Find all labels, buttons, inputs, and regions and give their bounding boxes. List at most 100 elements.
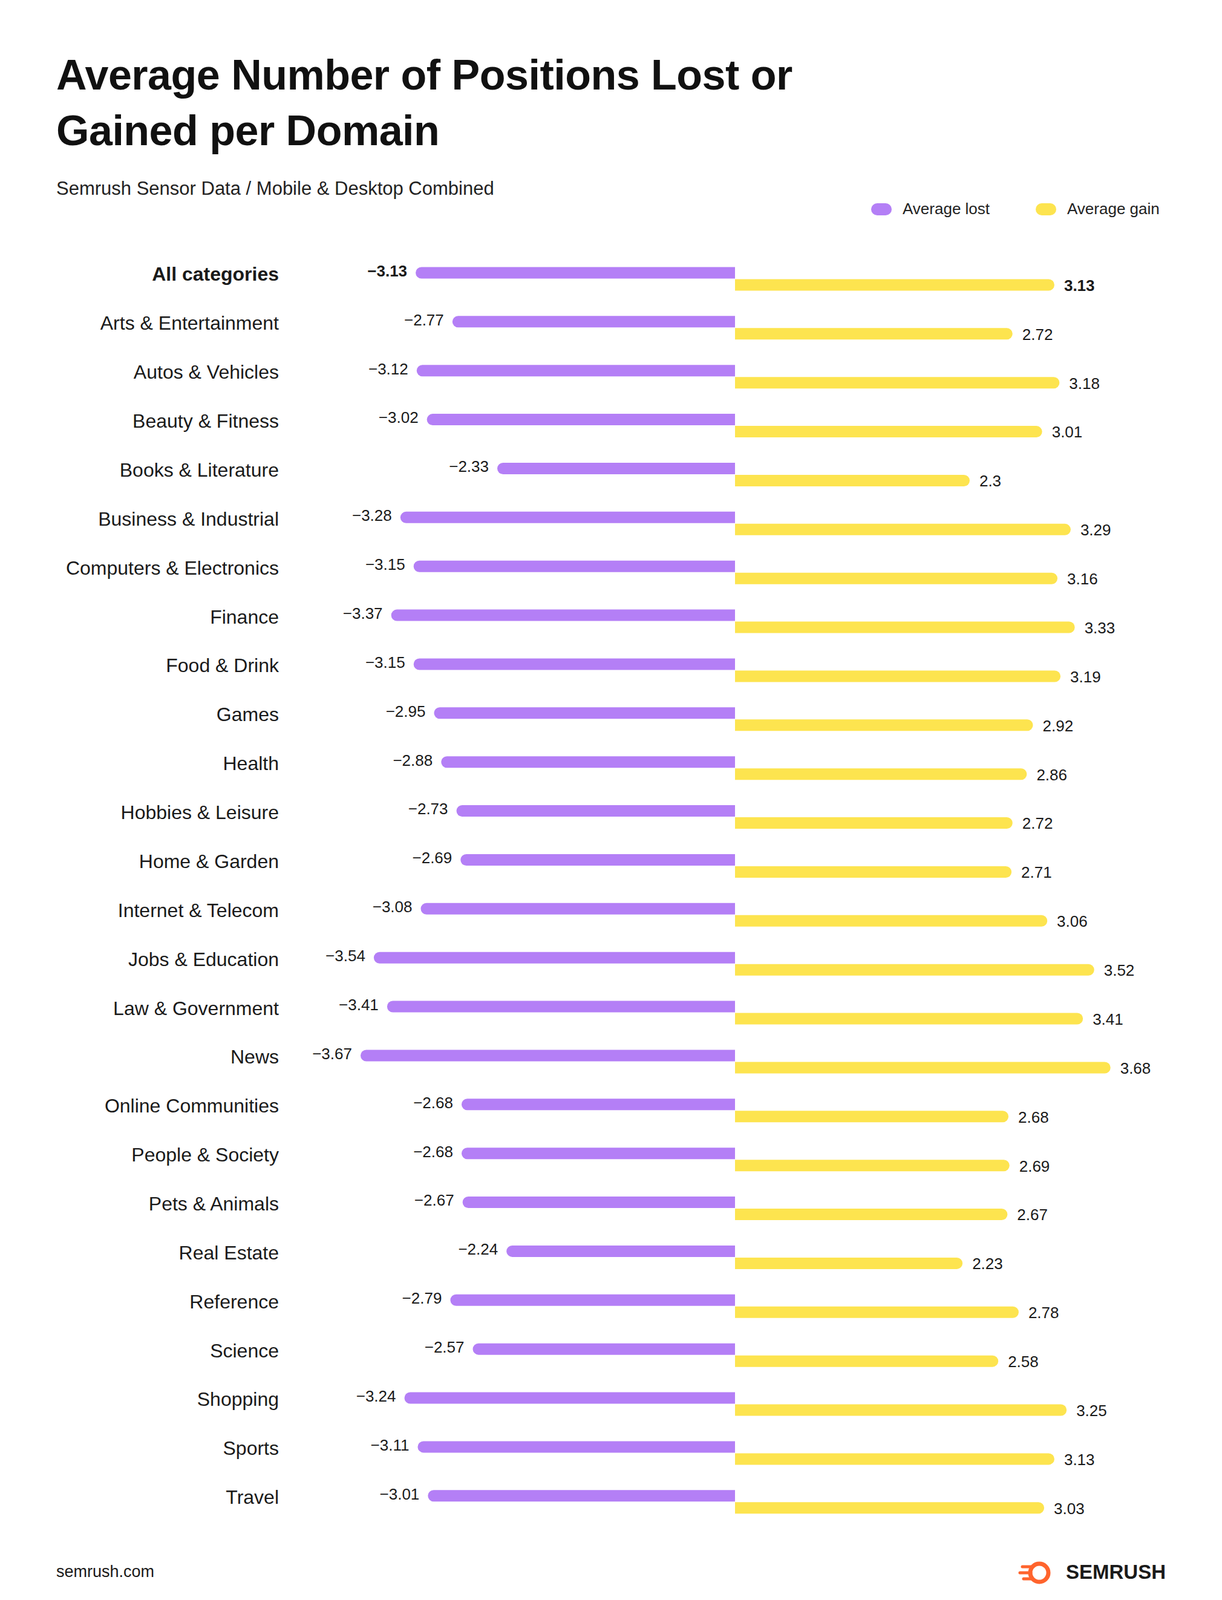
- data-label: −2.88: [392, 751, 433, 770]
- data-label: −2.67: [414, 1191, 455, 1210]
- bar: [421, 903, 736, 915]
- title: Average Number of Positions Lost or Gain…: [56, 47, 831, 159]
- data-label: 2.92: [1042, 716, 1074, 736]
- bar: [735, 866, 1012, 878]
- category-label: Law & Government: [113, 997, 279, 1020]
- data-label: 2.72: [1022, 325, 1054, 344]
- bar: [460, 854, 736, 866]
- bar: [427, 413, 736, 426]
- category-label: Business & Industrial: [98, 508, 279, 530]
- data-label: 3.06: [1056, 912, 1088, 931]
- data-label: −3.54: [325, 946, 366, 965]
- legend-label: Average gain: [1067, 199, 1160, 218]
- category-label: News: [230, 1045, 279, 1068]
- bar: [391, 609, 736, 622]
- data-label: −3.28: [352, 506, 393, 525]
- data-label: 3.16: [1067, 569, 1098, 589]
- data-label: −3.02: [378, 408, 419, 427]
- bar: [373, 952, 736, 964]
- category-label: Home & Garden: [139, 850, 279, 873]
- data-label: 2.23: [972, 1254, 1004, 1273]
- bar: [416, 364, 736, 377]
- data-label: 2.71: [1021, 863, 1053, 882]
- data-label: 3.18: [1068, 374, 1100, 393]
- bar: [441, 756, 736, 768]
- bar: [735, 1110, 1009, 1123]
- bar: [735, 279, 1055, 291]
- bar: [400, 511, 736, 524]
- bar: [735, 376, 1060, 389]
- bar: [735, 621, 1075, 634]
- bar: [735, 1502, 1045, 1514]
- data-label: 3.13: [1064, 1450, 1095, 1469]
- category-label: Computers & Electronics: [65, 557, 279, 579]
- bar: [506, 1245, 736, 1258]
- data-label: 2.67: [1016, 1205, 1048, 1224]
- data-label: −2.79: [402, 1289, 443, 1308]
- bar: [497, 462, 736, 475]
- legend-label: Average lost: [902, 199, 991, 218]
- bar: [735, 817, 1013, 829]
- category-label: Internet & Telecom: [117, 899, 279, 922]
- data-label: −3.13: [367, 261, 408, 281]
- bar: [461, 1147, 736, 1160]
- legend-swatch: [871, 203, 892, 216]
- bar: [735, 915, 1048, 927]
- bar: [735, 719, 1034, 731]
- category-label: Health: [223, 752, 280, 775]
- category-label: Food & Drink: [165, 654, 280, 677]
- bar: [735, 523, 1071, 536]
- bar: [413, 560, 736, 573]
- data-label: 3.01: [1052, 422, 1083, 442]
- data-label: 3.29: [1080, 520, 1112, 540]
- category-label: Jobs & Education: [128, 948, 279, 971]
- data-label: 3.52: [1104, 961, 1135, 980]
- subtitle: Semrush Sensor Data / Mobile & Desktop C…: [56, 177, 495, 200]
- data-label: −3.12: [368, 359, 409, 379]
- labels: All categoriesArts & EntertainmentAutos …: [65, 261, 1151, 1518]
- data-label: 3.19: [1070, 667, 1102, 687]
- source: semrush.com: [56, 1562, 155, 1581]
- data-label: −3.24: [356, 1387, 397, 1406]
- brand: SEMRUSH: [1065, 1560, 1166, 1584]
- category-label: Shopping: [197, 1388, 279, 1411]
- brand-logo: SEMRUSH: [1019, 1560, 1166, 1584]
- data-label: 2.58: [1007, 1352, 1039, 1371]
- data-label: −2.57: [424, 1338, 465, 1357]
- category-label: Books & Literature: [119, 459, 279, 481]
- bar: [735, 1306, 1019, 1319]
- category-label: Travel: [225, 1486, 279, 1509]
- data-label: −3.37: [343, 604, 383, 623]
- category-label: Finance: [209, 606, 279, 628]
- bar: [735, 1257, 963, 1270]
- bar: [735, 327, 1013, 340]
- category-label: Reference: [189, 1290, 279, 1313]
- bar: [417, 1440, 736, 1453]
- bar: [735, 1355, 999, 1368]
- bar: [735, 768, 1027, 780]
- data-label: −2.24: [457, 1240, 498, 1259]
- data-label: −3.67: [312, 1044, 353, 1063]
- category-label: People & Society: [131, 1143, 279, 1166]
- data-label: 2.69: [1019, 1157, 1051, 1176]
- category-label: Pets & Animals: [148, 1192, 279, 1215]
- bar: [452, 315, 736, 328]
- bar: [735, 1453, 1055, 1465]
- data-label: −2.68: [413, 1142, 454, 1161]
- bar: [735, 1061, 1111, 1074]
- data-label: 2.78: [1028, 1303, 1060, 1322]
- chart: All categoriesArts & EntertainmentAutos …: [0, 0, 1222, 1600]
- data-label: −3.11: [370, 1436, 410, 1455]
- bar: [735, 1208, 1008, 1221]
- category-label: Games: [216, 703, 279, 726]
- data-label: −2.69: [411, 848, 452, 867]
- bar: [433, 707, 736, 719]
- data-label: 3.25: [1076, 1401, 1108, 1420]
- bar: [473, 1343, 736, 1356]
- data-label: −3.41: [338, 995, 379, 1014]
- category-label: Science: [209, 1339, 279, 1362]
- data-label: 2.86: [1036, 765, 1068, 785]
- data-label: 3.13: [1064, 276, 1095, 295]
- bar: [450, 1294, 736, 1307]
- bar: [413, 658, 736, 670]
